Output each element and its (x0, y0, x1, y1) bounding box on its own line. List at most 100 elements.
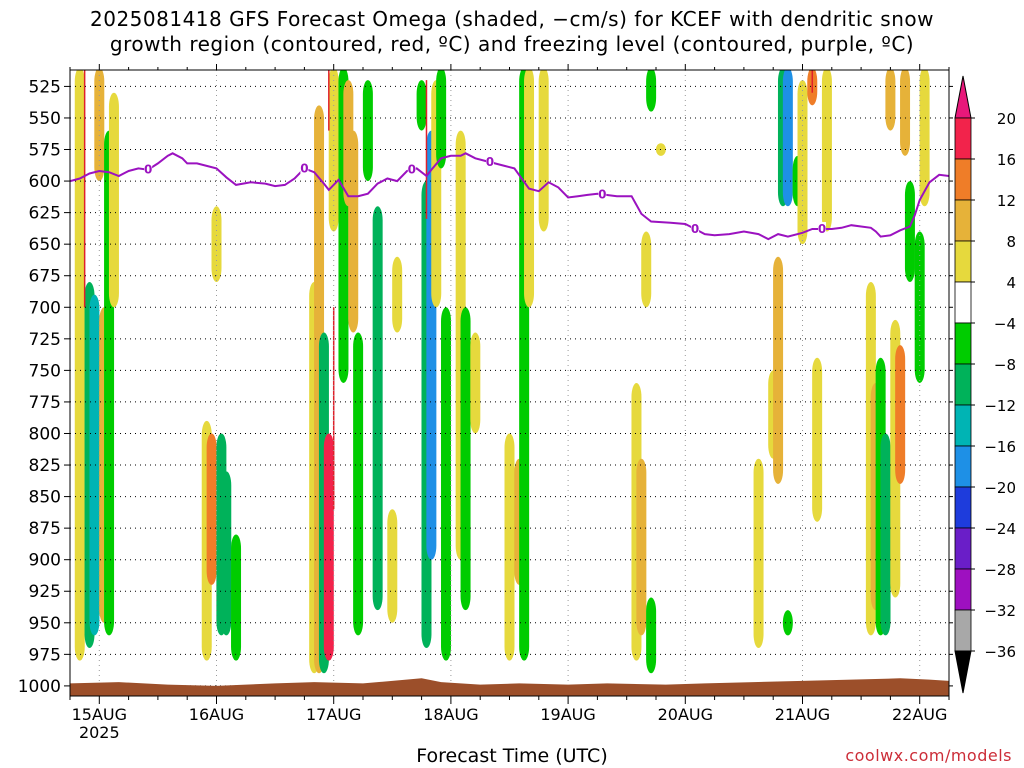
freezing-level-label: 0 (300, 161, 308, 175)
omega-cell (646, 597, 657, 674)
colorbar-bottom-arrow (954, 650, 972, 694)
y-axis: 525 550 575 600 625 650 675 700 725 750 775 800 825 8… (18, 77, 953, 697)
x-year-label: 2025 (79, 723, 120, 742)
y-tick-label: 975 (29, 645, 61, 665)
y-tick-label: 800 (29, 424, 61, 444)
omega-shading (74, 70, 930, 674)
colorbar-label: −24 (984, 520, 1016, 538)
ground-surface (70, 678, 949, 696)
colorbar-bin (954, 568, 972, 611)
omega-cell (362, 80, 373, 182)
colorbar-label: 4 (1006, 274, 1016, 292)
freezing-level-label: 0 (144, 163, 152, 177)
colorbar-bin (954, 486, 972, 529)
x-axis-title: Forecast Time (UTC) (416, 745, 608, 767)
colorbar-bin (954, 199, 972, 242)
colorbar-label: −16 (984, 438, 1016, 456)
y-tick-label: 700 (29, 298, 61, 318)
y-tick-label: 575 (29, 141, 61, 161)
x-tick-label: 15AUG (72, 705, 127, 724)
freezing-label-bg (300, 161, 309, 175)
omega-cell (460, 307, 471, 611)
colorbar-label: 16 (997, 151, 1016, 169)
omega-cell (797, 80, 808, 245)
y-tick-label: 775 (29, 393, 61, 413)
y-tick-label: 1000 (18, 677, 61, 697)
omega-cell (353, 332, 364, 636)
omega-cell (221, 471, 232, 636)
omega-cell (821, 70, 832, 232)
y-tick-label: 825 (29, 456, 61, 476)
omega-cell (441, 307, 452, 661)
freezing-label-bg (144, 162, 153, 176)
omega-cell (94, 70, 105, 182)
y-tick-label: 525 (29, 77, 61, 97)
colorbar-label: −8 (994, 356, 1016, 374)
y-tick-label: 725 (29, 330, 61, 350)
omega-cell (904, 181, 915, 283)
freezing-label-bg (407, 162, 416, 176)
colorbar-bin (954, 322, 972, 365)
omega-cell (919, 70, 930, 207)
colorbar-label: −28 (984, 561, 1016, 579)
colorbar-label: 8 (1006, 233, 1016, 251)
omega-cell (436, 70, 447, 169)
omega-cell (231, 534, 242, 661)
omega-cell (538, 70, 549, 232)
omega-cell (470, 332, 481, 434)
colorbar-label: −4 (994, 315, 1016, 333)
y-tick-label: 950 (29, 614, 61, 634)
x-tick-label: 18AUG (423, 705, 478, 724)
y-tick-label: 850 (29, 488, 61, 508)
freezing-level-label: 0 (408, 163, 416, 177)
freezing-level-label: 0 (598, 187, 606, 201)
colorbar-top-arrow (954, 75, 972, 119)
y-tick-label: 550 (29, 109, 61, 129)
freezing-label-bg (818, 222, 827, 236)
colorbar-label: 20 (997, 110, 1016, 128)
x-tick-label: 21AUG (775, 705, 830, 724)
omega-cell (89, 294, 100, 636)
y-tick-label: 750 (29, 361, 61, 381)
y-tick-label: 925 (29, 582, 61, 602)
y-tick-label: 600 (29, 172, 61, 192)
chart-title-line-2: growth region (contoured, red, ºC) and f… (109, 32, 915, 56)
y-tick-label: 675 (29, 267, 61, 287)
colorbar-label: −32 (984, 602, 1016, 620)
colorbar-label: −20 (984, 479, 1016, 497)
omega-cell (392, 256, 403, 333)
omega-cell (74, 70, 85, 661)
colorbar-bin (954, 281, 972, 324)
x-tick-label: 20AUG (658, 705, 713, 724)
omega-cell (387, 509, 398, 623)
omega-cell (323, 433, 334, 661)
omega-cell (773, 256, 784, 484)
x-tick-label: 19AUG (540, 705, 595, 724)
omega-cell (348, 130, 359, 333)
omega-cell (206, 433, 217, 585)
freezing-level-label: 0 (818, 222, 826, 236)
omega-cell (900, 70, 911, 156)
x-tick-label: 22AUG (892, 705, 947, 724)
freezing-label-bg (598, 187, 607, 201)
colorbar-label: −12 (984, 397, 1016, 415)
omega-cell (782, 70, 793, 207)
omega-cell (108, 92, 119, 308)
ground-fill (70, 678, 949, 696)
omega-cell (641, 231, 652, 308)
colorbar-bin (954, 240, 972, 283)
chart-title-line-1: 2025081418 GFS Forecast Omega (shaded, −… (90, 7, 934, 31)
colorbar-bin (954, 363, 972, 406)
omega-cell (782, 610, 793, 636)
colorbar-bin (954, 158, 972, 201)
omega-cell (416, 80, 427, 131)
x-tick-label: 16AUG (189, 705, 244, 724)
omega-cell (812, 357, 823, 522)
freezing-level-contour: 0 0 0 0 0 0 0 (70, 152, 949, 241)
y-tick-label: 875 (29, 519, 61, 539)
colorbar: 20 16 12 8 4 −4 −8 −12 −16 −20 −24 −28 −32 −36 (954, 75, 1016, 694)
colorbar-label: −36 (984, 643, 1016, 661)
plot-area: 0 0 0 0 0 0 0 (69, 69, 950, 697)
omega-cell (880, 433, 891, 636)
